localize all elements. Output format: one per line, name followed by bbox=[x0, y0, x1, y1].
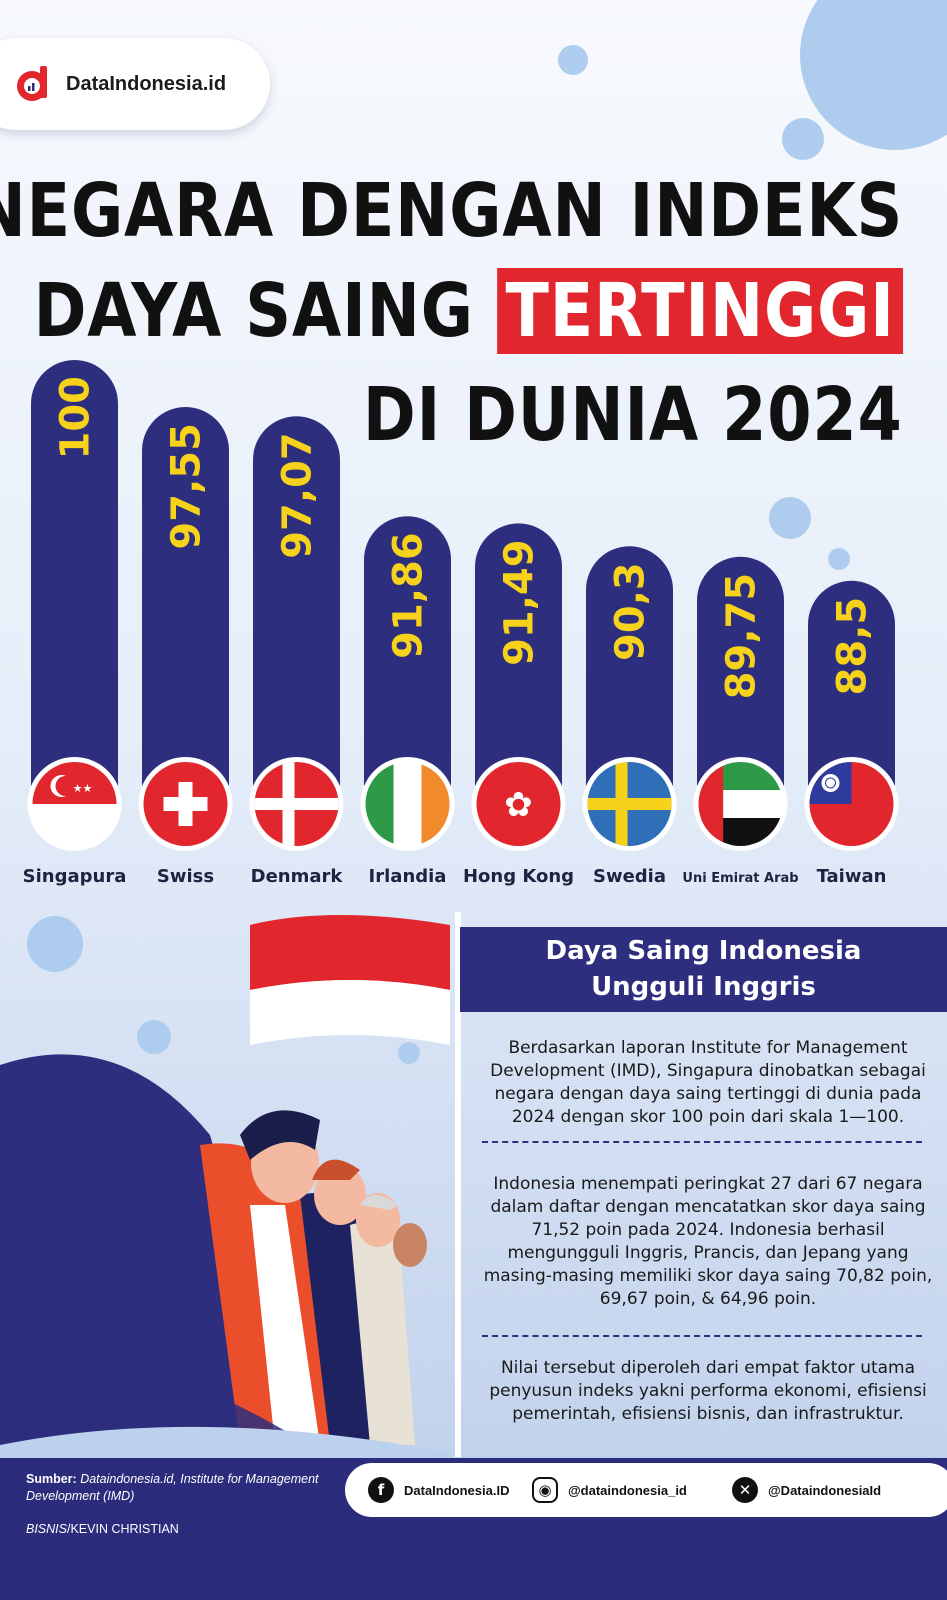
credit-section: BISNIS bbox=[26, 1522, 67, 1536]
panel-heading-line1: Daya Saing Indonesia bbox=[545, 936, 862, 966]
brand-name: DataIndonesia.id bbox=[66, 72, 227, 95]
social-instagram[interactable]: ◉ @dataindonesia_id bbox=[532, 1477, 687, 1503]
bar-0 bbox=[31, 360, 118, 840]
decor-bubble bbox=[558, 45, 588, 75]
hong-kong-flag: ✿ bbox=[476, 762, 561, 846]
panel-paragraph-3: Nilai tersebut diperoleh dari empat fakt… bbox=[489, 1358, 927, 1424]
sweden-flag bbox=[587, 762, 672, 846]
runners-illustration bbox=[0, 915, 450, 1460]
panel-divider bbox=[455, 912, 461, 1457]
instagram-handle: @dataindonesia_id bbox=[568, 1482, 687, 1498]
ireland-flag bbox=[365, 762, 450, 846]
footer-stripe bbox=[0, 1535, 947, 1600]
page-title-line2-prefix: DAYA SAING bbox=[33, 268, 474, 354]
panel-heading-line2: Ungguli Inggris bbox=[591, 972, 816, 1002]
bar-3 bbox=[364, 516, 451, 840]
category-label-1: Swiss bbox=[157, 866, 214, 887]
x-handle: @DataindonesiaId bbox=[768, 1482, 882, 1498]
bar-value-label-0: 100 bbox=[53, 376, 99, 460]
category-label-6: Uni Emirat Arab bbox=[682, 871, 798, 886]
social-bar bbox=[345, 1463, 947, 1517]
panel-paragraph-1: Berdasarkan laporan Institute for Manage… bbox=[490, 1038, 926, 1127]
ground-wave bbox=[0, 1426, 450, 1460]
svg-text:✿: ✿ bbox=[504, 785, 533, 825]
dashed-separator bbox=[482, 1141, 922, 1143]
decor-bubble bbox=[27, 916, 83, 972]
runner-body-4 bbox=[350, 1222, 415, 1445]
decor-bubble bbox=[828, 548, 850, 570]
source-note: Sumber: Dataindonesia.id, Institute for … bbox=[26, 1471, 326, 1505]
decor-bubble bbox=[800, 0, 947, 150]
category-label-5: Swedia bbox=[593, 866, 666, 887]
decor-bubble bbox=[137, 1020, 171, 1054]
singapore-flag: ★★ bbox=[32, 762, 117, 846]
runner-hair-1 bbox=[240, 1110, 320, 1160]
credit-author: /KEVIN CHRISTIAN bbox=[67, 1522, 179, 1536]
bar-value-label-1: 97,55 bbox=[164, 423, 210, 550]
indonesia-flag-red bbox=[250, 915, 450, 990]
uae-flag bbox=[698, 762, 783, 846]
denmark-flag bbox=[254, 762, 339, 846]
page-title-line1: NEGARA DENGAN INDEKS bbox=[0, 168, 903, 254]
runner-hair-3 bbox=[360, 1195, 398, 1210]
credit-note: BISNIS/KEVIN CHRISTIAN bbox=[26, 1522, 179, 1536]
runner-head-4 bbox=[393, 1223, 427, 1267]
runner-hair-2 bbox=[312, 1159, 360, 1180]
indonesia-flag-white bbox=[250, 980, 450, 1045]
panel-paragraph-2: Indonesia menempati peringkat 27 dari 67… bbox=[483, 1174, 933, 1309]
bar-value-label-6: 89,75 bbox=[719, 573, 765, 700]
dashed-separator bbox=[482, 1335, 922, 1337]
bar-1 bbox=[142, 407, 229, 840]
category-label-4: Hong Kong bbox=[463, 866, 574, 887]
facebook-icon: f bbox=[368, 1477, 394, 1503]
panel-heading: Daya Saing Indonesia Ungguli Inggris bbox=[460, 927, 947, 1012]
source-text: Dataindonesia.id, Institute for Manageme… bbox=[26, 1472, 319, 1503]
category-label-7: Taiwan bbox=[817, 866, 887, 887]
bar-value-label-2: 97,07 bbox=[275, 432, 321, 559]
bar-chart: ★★ 100 Singapura 97,55 Swiss 97,07 Denmark 91,8… bbox=[23, 360, 899, 887]
page-title-highlight: TERTINGGI bbox=[496, 268, 903, 354]
brand-logo-icon bbox=[17, 66, 47, 101]
bar-value-label-5: 90,3 bbox=[608, 562, 654, 661]
bar-value-label-4: 91,49 bbox=[497, 539, 543, 666]
category-label-3: Irlandia bbox=[369, 866, 447, 887]
instagram-icon: ◉ bbox=[532, 1477, 558, 1503]
social-facebook[interactable]: f DataIndonesia.ID bbox=[368, 1477, 509, 1503]
category-label-2: Denmark bbox=[251, 866, 344, 887]
bar-4 bbox=[475, 523, 562, 840]
facebook-handle: DataIndonesia.ID bbox=[404, 1482, 510, 1498]
page-title-line3: DI DUNIA 2024 bbox=[363, 372, 903, 458]
source-label: Sumber: bbox=[26, 1472, 77, 1486]
decor-bubble bbox=[769, 497, 811, 539]
bar-value-label-7: 88,5 bbox=[830, 597, 876, 696]
decor-bubble bbox=[782, 118, 824, 160]
switzerland-flag bbox=[143, 762, 228, 846]
bar-value-label-3: 91,86 bbox=[386, 532, 432, 659]
category-label-0: Singapura bbox=[23, 866, 127, 887]
x-icon: ✕ bbox=[732, 1477, 758, 1503]
runner-legs bbox=[0, 1325, 300, 1445]
brand-logo-pill[interactable]: DataIndonesia.id bbox=[0, 38, 270, 130]
social-x[interactable]: ✕ @DataindonesiaId bbox=[732, 1477, 881, 1503]
runner-shirt bbox=[250, 1205, 320, 1445]
bar-2 bbox=[253, 416, 340, 840]
svg-text:★★: ★★ bbox=[73, 782, 93, 795]
decor-bubble bbox=[398, 1042, 420, 1064]
page-title-line2: DAYA SAING TERTINGGI bbox=[33, 268, 903, 354]
taiwan-flag bbox=[809, 762, 894, 846]
